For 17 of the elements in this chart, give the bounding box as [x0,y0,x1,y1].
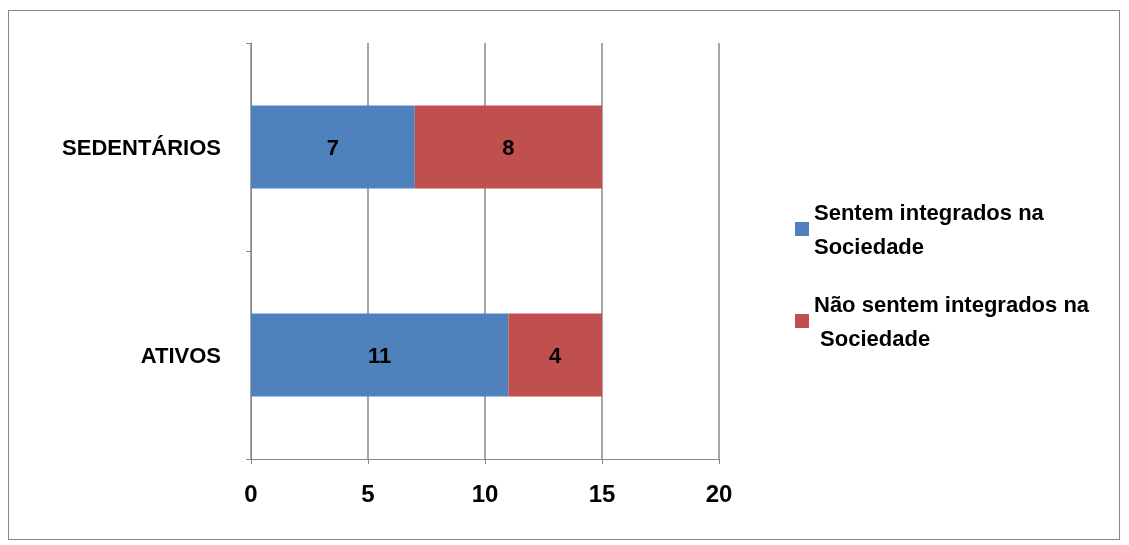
data-label: 7 [326,134,340,160]
legend-label: Sentem integrados na Sociedade [814,199,1050,259]
x-tick-label: 15 [588,479,616,507]
y-tick-label: ATIVOS [140,342,221,368]
data-label: 8 [502,134,515,160]
x-tick-label: 5 [361,479,375,507]
bar [251,313,509,397]
y-tick-label: SEDENTÁRIOS [62,134,221,160]
legend-label: Não sentem integrados na Sociedade [814,291,1090,351]
x-tick-label: 10 [471,479,499,507]
x-tick-label: 20 [705,479,733,507]
x-tick-label: 0 [244,479,258,507]
bar [508,313,602,397]
data-label: 11 [368,342,392,368]
bar [251,105,415,189]
bar [414,105,602,189]
data-label: 4 [549,342,563,368]
